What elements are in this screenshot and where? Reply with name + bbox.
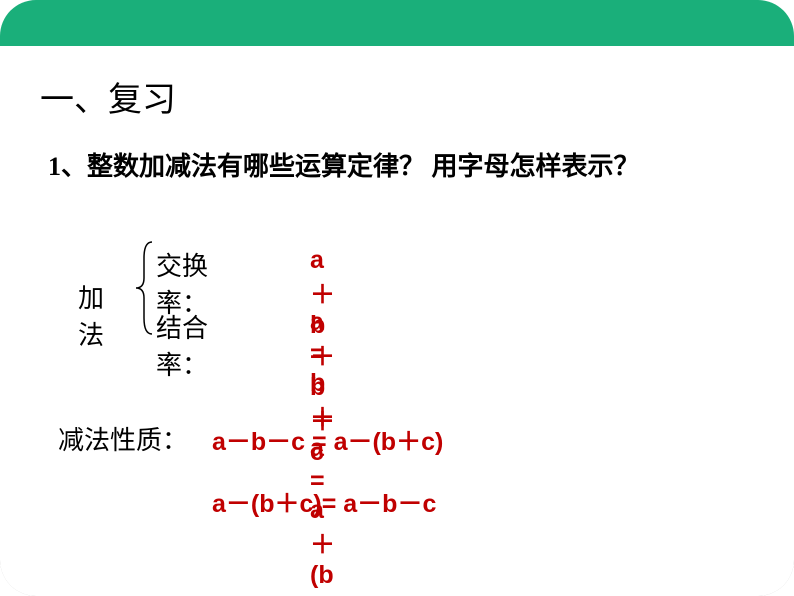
slide-content: 一、复习 1、整数加减法有哪些运算定律？ 用字母怎样表示？ 加法 交换率： 结合… — [0, 0, 794, 596]
brace-icon — [134, 240, 156, 336]
subtraction-label: 减法性质： — [58, 420, 188, 457]
subtraction-formula-2: a－(b＋c)= a－b－c — [212, 484, 436, 520]
associative-label: 结合率： — [156, 308, 208, 382]
header-bar — [0, 0, 794, 46]
question-text: 1、整数加减法有哪些运算定律？ 用字母怎样表示？ — [48, 146, 640, 183]
section-title: 一、复习 — [40, 72, 176, 121]
subtraction-formula-1: a－b－c = a－(b＋c) — [212, 422, 443, 458]
addition-label: 加法 — [78, 278, 104, 352]
slide: 一、复习 1、整数加减法有哪些运算定律？ 用字母怎样表示？ 加法 交换率： 结合… — [0, 0, 794, 596]
